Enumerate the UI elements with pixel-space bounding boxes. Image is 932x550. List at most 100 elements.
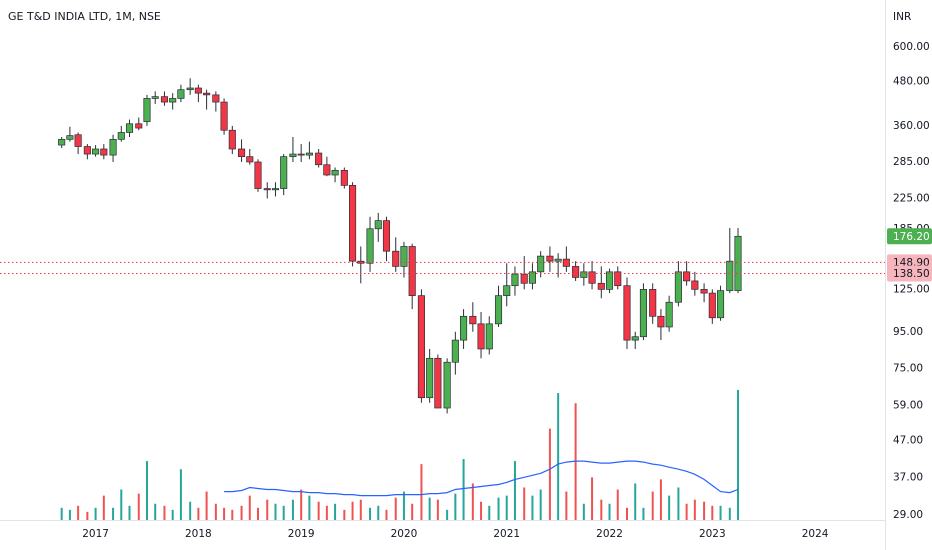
candle-body <box>408 246 416 297</box>
volume-bar <box>171 509 174 520</box>
volume-bar <box>531 495 534 520</box>
candle-body <box>460 315 468 341</box>
volume-bar <box>608 503 611 520</box>
volume-bar <box>256 507 259 520</box>
candle-body <box>554 258 562 262</box>
volume-bar <box>703 501 706 520</box>
x-tick-label: 2018 <box>185 528 212 540</box>
volume-bar <box>436 499 439 520</box>
candle-body <box>614 271 622 287</box>
volume-bar <box>317 501 320 520</box>
candle-body <box>92 148 100 155</box>
volume-bar <box>728 507 731 520</box>
volume-bar <box>351 501 354 520</box>
volume-bar <box>462 459 465 520</box>
x-tick-label: 2022 <box>596 528 623 540</box>
volume-bar <box>505 495 508 520</box>
volume-bar <box>223 507 226 520</box>
volume-bar <box>240 505 243 520</box>
volume-bar <box>334 503 337 520</box>
volume-bar <box>523 487 526 520</box>
volume-bar <box>677 487 680 520</box>
candle-body <box>135 123 143 129</box>
y-tick-label: 480.00 <box>893 75 930 87</box>
candle-body <box>186 87 194 91</box>
volume-bar <box>137 493 140 520</box>
candle-body <box>674 271 682 303</box>
candle-body <box>212 94 220 103</box>
volume-bar <box>179 469 182 520</box>
candle-body <box>417 295 425 399</box>
candle-body <box>263 188 271 191</box>
volume-bar <box>626 507 629 520</box>
volume-bar <box>693 499 696 520</box>
volume-bar <box>642 507 645 520</box>
candle-body <box>366 228 374 264</box>
candle-body <box>434 357 442 409</box>
price-label: 138.50 <box>893 268 930 280</box>
volume-bar <box>548 428 551 520</box>
candle-body <box>238 148 246 158</box>
volume-bar <box>402 491 405 520</box>
candle-body <box>657 315 665 328</box>
volume-bar <box>600 499 603 520</box>
volume-bar <box>480 501 483 520</box>
candle-body <box>271 188 280 191</box>
volume-bar <box>488 505 491 520</box>
candle-body <box>280 156 288 189</box>
volume-bar <box>128 505 131 520</box>
candle-body <box>485 323 493 350</box>
candle-body <box>520 273 528 284</box>
volume-bar <box>428 497 431 520</box>
x-tick-label: 2020 <box>391 528 418 540</box>
y-tick-label: 75.00 <box>893 362 923 374</box>
candle-body <box>315 152 323 166</box>
candle-body <box>511 273 519 287</box>
candle-body <box>109 138 117 156</box>
volume-bar <box>197 507 200 520</box>
volume-bar <box>651 491 654 520</box>
candle-body <box>392 250 400 267</box>
y-tick-label: 47.00 <box>893 435 923 447</box>
x-tick-label: 2023 <box>699 528 726 540</box>
candle-body <box>203 92 211 96</box>
y-tick-label: 600.00 <box>893 41 930 53</box>
candle-body <box>537 255 545 273</box>
volume-bar <box>582 503 585 520</box>
volume-bar <box>565 491 568 520</box>
candle-body <box>503 285 511 297</box>
candle-body <box>254 161 262 189</box>
chart-title: GE T&D INDIA LTD, 1M, NSE <box>8 10 161 23</box>
volume-bar <box>616 489 619 520</box>
volume-bar <box>154 503 157 520</box>
volume-bar <box>377 505 380 520</box>
price-axis: 600.00480.00360.00285.00225.00185.00125.… <box>0 41 932 540</box>
candle-body <box>546 255 554 262</box>
volume-bar <box>68 509 71 520</box>
volume-bar <box>557 393 560 520</box>
candle-body <box>716 290 725 319</box>
x-tick-label: 2019 <box>288 528 315 540</box>
volume-bar <box>60 507 63 520</box>
volume-pane <box>60 390 740 520</box>
x-tick-label: 2024 <box>802 528 829 540</box>
volume-bar <box>214 503 217 520</box>
candle-body <box>160 96 169 103</box>
y-tick-label: 285.00 <box>893 156 930 168</box>
volume-bar <box>120 489 123 520</box>
price-label-box <box>887 228 932 245</box>
candle-body <box>289 153 297 158</box>
candle-body <box>605 271 614 290</box>
volume-bar <box>446 509 449 520</box>
candle-body <box>117 132 125 140</box>
candle-body <box>726 260 734 291</box>
volume-bar <box>420 464 423 520</box>
volume-bar <box>94 507 97 520</box>
volume-bar <box>513 461 516 520</box>
candles <box>58 78 742 414</box>
candle-body <box>623 285 631 341</box>
candle-body <box>639 289 647 338</box>
volume-bar <box>411 503 414 520</box>
candle-body <box>100 148 108 156</box>
volume-bar <box>231 509 234 520</box>
